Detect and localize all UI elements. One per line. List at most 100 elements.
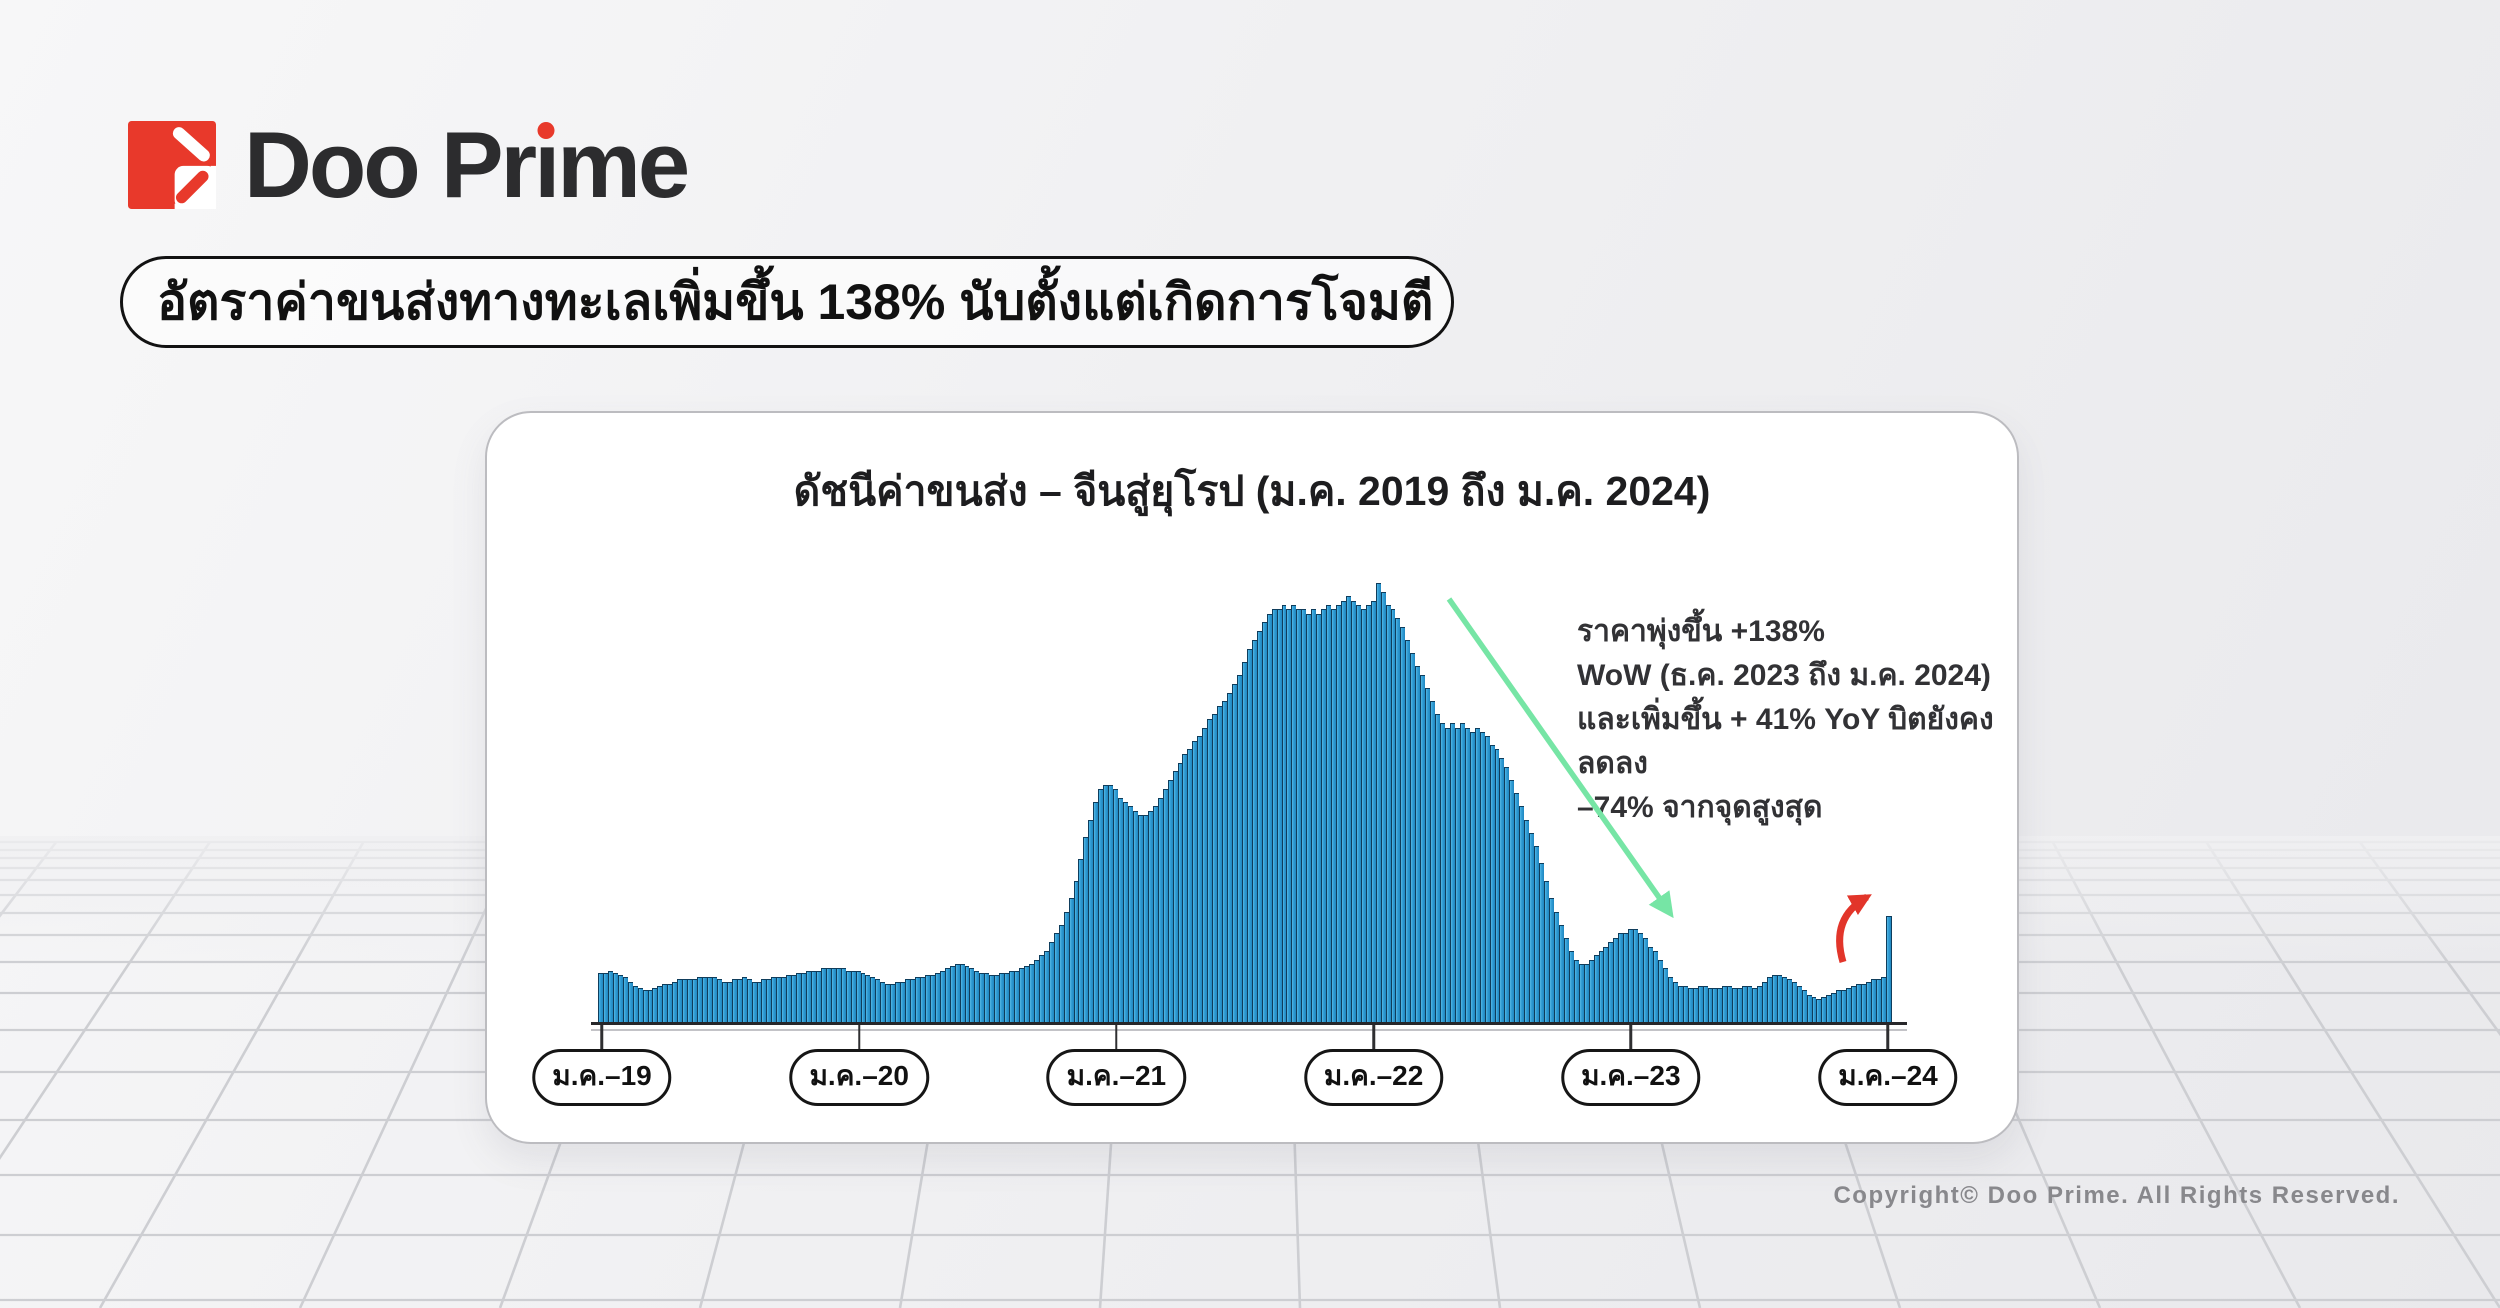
bar <box>964 966 970 1022</box>
bar <box>979 972 985 1022</box>
bar <box>1836 990 1842 1022</box>
annotation-line-3: และเพิ่มขึ้น + 41% YoY บิตยังคงลดลง <box>1577 703 1994 780</box>
bar <box>1296 609 1302 1022</box>
x-tick-label: ม.ค.–23 <box>1561 1049 1701 1106</box>
bar <box>1831 992 1837 1022</box>
bar <box>860 972 866 1022</box>
bar <box>731 979 737 1022</box>
bar <box>1786 979 1792 1022</box>
bar <box>751 981 757 1022</box>
bar <box>1826 994 1832 1022</box>
bar <box>915 977 920 1022</box>
x-tick: ม.ค.–21 <box>1046 1025 1187 1106</box>
bar <box>1851 986 1857 1022</box>
bar <box>939 970 945 1022</box>
bar <box>1757 986 1762 1022</box>
bar <box>1014 970 1020 1022</box>
bar <box>1717 988 1723 1022</box>
bar <box>1662 968 1668 1022</box>
bar <box>1771 975 1777 1022</box>
tick-line <box>1886 1025 1890 1049</box>
bar <box>1722 986 1728 1022</box>
bar <box>657 986 663 1022</box>
bar <box>1390 609 1396 1022</box>
bar <box>989 975 995 1022</box>
bar <box>815 970 821 1022</box>
bar <box>949 966 955 1022</box>
annotation-line-1: ราคาพุ่งขึ้น +138% <box>1577 615 1825 648</box>
wordmark-post: me <box>557 112 690 217</box>
bar <box>1752 988 1758 1022</box>
bar <box>741 977 747 1022</box>
bar <box>885 983 891 1022</box>
bar <box>1672 981 1678 1022</box>
bar <box>1816 999 1822 1022</box>
bar <box>1856 983 1862 1022</box>
bar <box>642 990 648 1022</box>
bar <box>1811 996 1817 1022</box>
x-tick: ม.ค.–24 <box>1818 1025 1958 1106</box>
bar <box>1687 988 1693 1022</box>
bar <box>1737 988 1743 1022</box>
bar <box>929 975 935 1022</box>
bar <box>1846 988 1852 1022</box>
bar <box>746 979 752 1022</box>
bar <box>1885 915 1892 1022</box>
brand-logo: Doo Prıme <box>128 118 690 212</box>
headline-banner: อัตราค่าขนส่งทางทะเลเพิ่มขึ้น 138% นับตั… <box>120 256 1454 348</box>
bar <box>796 972 802 1022</box>
bar <box>1727 986 1733 1022</box>
bar <box>865 975 871 1022</box>
bar <box>910 979 915 1022</box>
bar <box>1271 609 1277 1022</box>
bar <box>1261 622 1267 1022</box>
bar <box>721 981 727 1022</box>
bar <box>716 979 722 1022</box>
bar <box>622 977 628 1022</box>
chart-annotation: ราคาพุ่งขึ้น +138% WoW (ธ.ค. 2023 ถึง ม.… <box>1577 610 2027 830</box>
bar <box>1702 986 1708 1022</box>
bar <box>647 990 653 1022</box>
bar <box>984 972 990 1022</box>
chart-title: ดัชนีค่าขนส่ง – จีนสู่ยุโรป (ม.ค. 2019 ถ… <box>793 468 1711 514</box>
bar <box>1375 583 1381 1022</box>
tick-line <box>857 1025 861 1049</box>
bar <box>1311 609 1317 1022</box>
bar <box>890 983 896 1022</box>
bar <box>1880 977 1886 1022</box>
bar <box>1692 988 1698 1022</box>
bar <box>1256 631 1262 1022</box>
bar <box>652 988 658 1022</box>
bar <box>1781 977 1787 1022</box>
bar <box>880 981 886 1022</box>
bar <box>1251 639 1257 1022</box>
bar <box>1326 604 1332 1022</box>
bar <box>1286 609 1292 1022</box>
bar <box>1732 988 1738 1022</box>
bar <box>1385 604 1391 1022</box>
bar <box>598 972 603 1022</box>
bar <box>1331 609 1337 1022</box>
bar <box>692 979 698 1022</box>
bar <box>1365 604 1371 1022</box>
bar <box>602 972 608 1022</box>
x-tick-label: ม.ค.–19 <box>532 1049 672 1106</box>
bar <box>781 977 787 1022</box>
x-tick-label: ม.ค.–22 <box>1303 1049 1444 1106</box>
x-ticks: ม.ค.–19 ม.ค.–20 ม.ค.–21 ม.ค.–22 ม.ค.–23 ม.ค.–… <box>532 1025 1958 1106</box>
bar <box>1667 977 1673 1022</box>
bar <box>825 968 831 1022</box>
bar <box>840 968 846 1022</box>
bar <box>1395 618 1401 1022</box>
bar <box>1400 626 1406 1022</box>
bar <box>1761 981 1767 1022</box>
bar <box>1306 613 1312 1022</box>
bar <box>697 977 703 1022</box>
bar <box>1806 994 1812 1022</box>
bar <box>1707 988 1713 1022</box>
bar <box>820 968 826 1022</box>
bar <box>1801 990 1807 1022</box>
bar <box>667 983 673 1022</box>
bar <box>999 972 1005 1022</box>
